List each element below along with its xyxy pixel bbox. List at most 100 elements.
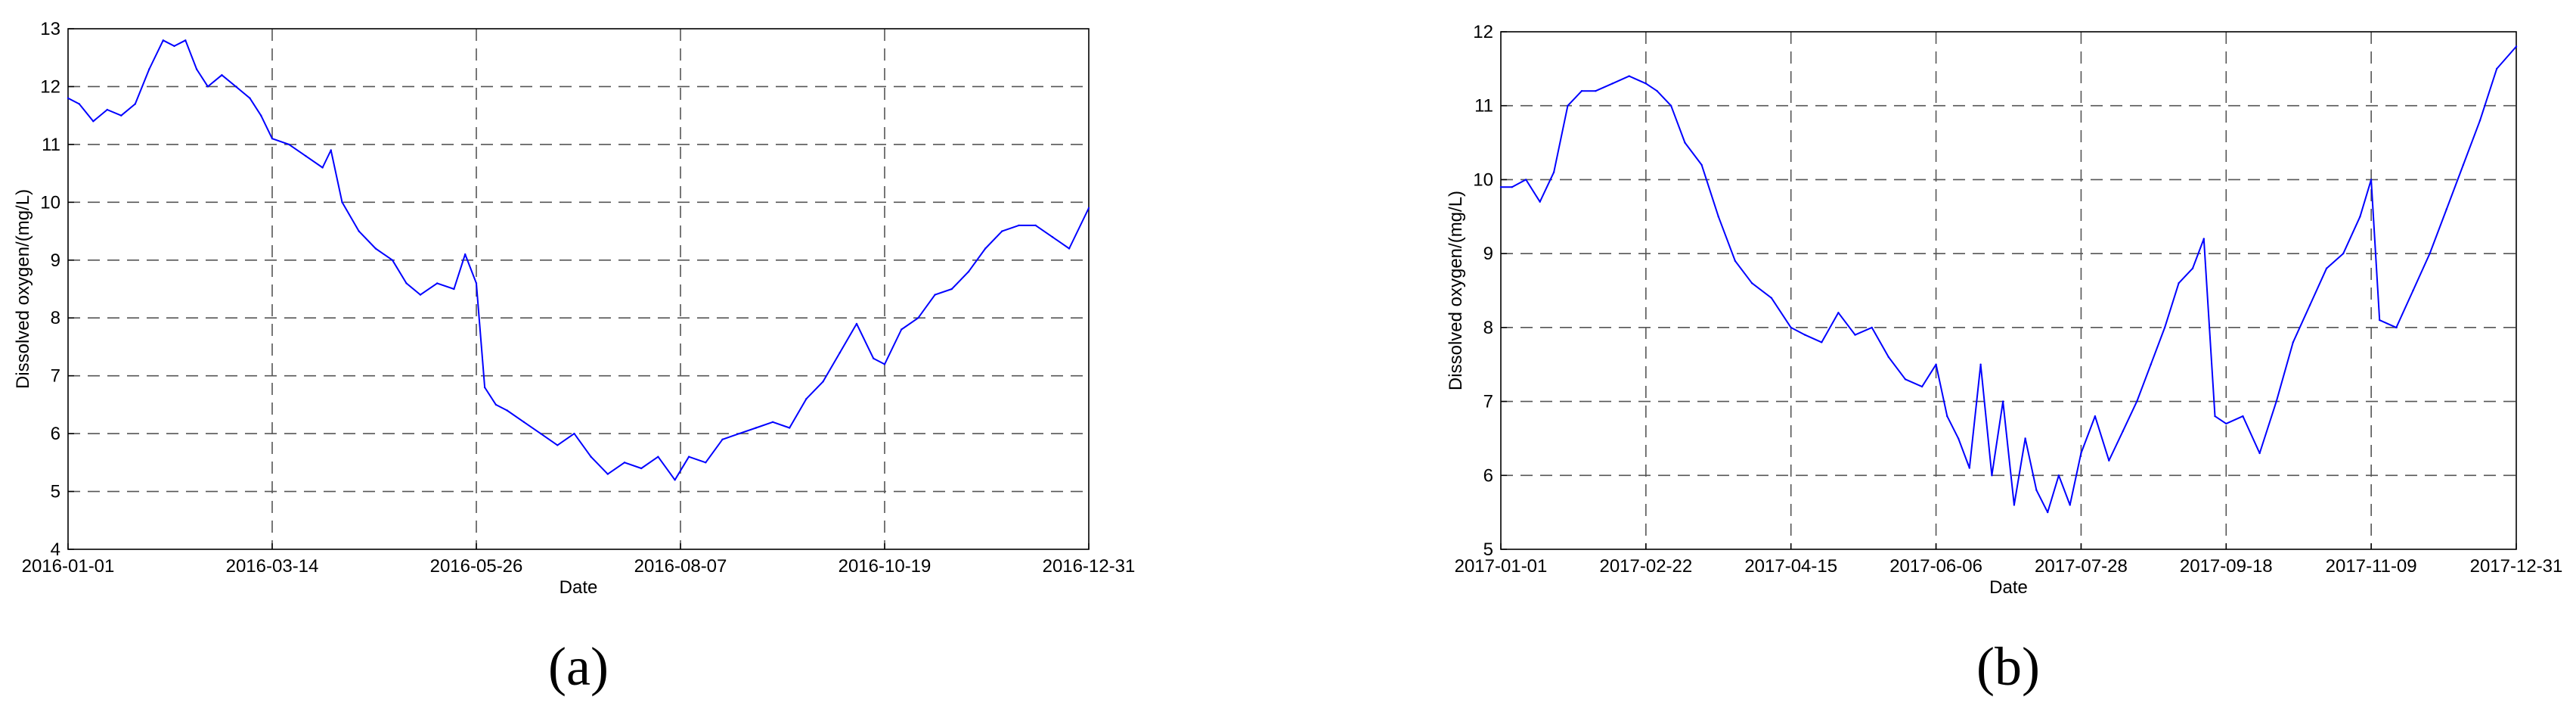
data-point xyxy=(606,473,609,475)
data-point xyxy=(2370,179,2373,181)
data-point xyxy=(1920,385,1923,388)
x-tick-label: 2017-02-22 xyxy=(1599,556,1692,577)
data-point xyxy=(539,432,542,435)
data-point xyxy=(1628,75,1630,77)
y-axis-label: Dissolved oxygen/(mg/L) xyxy=(13,189,33,389)
data-point xyxy=(2178,282,2180,284)
data-point xyxy=(2308,304,2311,306)
data-point xyxy=(1804,334,1806,336)
y-axis-label: Dissolved oxygen/(mg/L) xyxy=(1446,191,1466,390)
data-point xyxy=(330,149,332,151)
data-point xyxy=(2379,319,2381,322)
data-point xyxy=(2080,452,2082,455)
data-point xyxy=(374,247,377,250)
data-point xyxy=(2395,326,2398,329)
chart-panel-a: 4 5 6 7 8 9 10 11 12 13 2016-01-01 2016-03-14 2016-0… xyxy=(13,19,1135,697)
data-point xyxy=(705,462,707,464)
data-point xyxy=(2136,400,2138,403)
data-point xyxy=(2013,504,2016,506)
x-axis-label: Date xyxy=(1989,577,2028,598)
data-point xyxy=(453,288,455,291)
y-tick-label: 9 xyxy=(1483,244,1493,264)
data-point xyxy=(475,282,478,284)
x-tick-label: 2017-11-09 xyxy=(2326,556,2417,577)
data-point xyxy=(2225,422,2227,425)
data-point xyxy=(148,68,150,70)
data-point xyxy=(883,363,886,365)
data-point xyxy=(106,108,108,111)
data-point xyxy=(2024,437,2026,440)
data-point xyxy=(2191,267,2194,269)
data-point xyxy=(2094,415,2097,418)
data-point xyxy=(789,427,791,429)
data-point xyxy=(2047,511,2049,514)
data-point xyxy=(1904,378,1907,381)
data-point xyxy=(1068,247,1071,250)
data-point xyxy=(184,39,187,42)
data-point xyxy=(260,114,262,117)
data-point xyxy=(2122,430,2124,432)
data-point xyxy=(2462,163,2465,166)
data-point xyxy=(2292,341,2294,344)
data-point xyxy=(1611,82,1613,85)
data-point xyxy=(1018,224,1020,227)
x-tick-label: 2016-12-31 xyxy=(1043,556,1136,577)
data-point xyxy=(2515,45,2518,48)
y-tick-label: 8 xyxy=(51,308,60,328)
data-point xyxy=(1979,363,1982,365)
data-point xyxy=(1580,90,1583,92)
chart-panel-b: 5 6 7 8 9 10 11 12 2017-01-01 2017-02-22 2017-04-1… xyxy=(1446,22,2562,697)
data-point xyxy=(67,97,70,99)
data-point xyxy=(173,45,175,48)
data-point xyxy=(721,438,724,440)
plot-frame xyxy=(67,28,1090,550)
data-point xyxy=(206,85,209,88)
data-point xyxy=(305,155,307,157)
x-tick-label: 2017-12-31 xyxy=(2470,556,2563,577)
data-point xyxy=(657,455,659,458)
y-tick-label: 5 xyxy=(51,482,60,502)
data-point xyxy=(1790,326,1792,329)
x-tick-label: 2016-03-14 xyxy=(226,556,319,577)
data-point xyxy=(134,103,136,105)
data-point xyxy=(436,282,439,284)
data-point xyxy=(2412,289,2414,292)
data-point xyxy=(1734,260,1737,263)
data-point xyxy=(249,97,251,99)
data-point xyxy=(687,455,690,458)
data-point xyxy=(1968,467,1970,469)
data-point xyxy=(2258,452,2261,455)
data-point xyxy=(391,259,394,261)
data-point xyxy=(1957,437,1960,440)
data-point xyxy=(92,120,95,123)
x-axis-label: Date xyxy=(560,577,598,598)
plot-frame xyxy=(1500,31,2517,550)
data-point xyxy=(1539,201,1541,203)
data-point xyxy=(917,317,919,319)
data-point xyxy=(771,421,774,423)
y-tick-label: 10 xyxy=(1473,169,1493,190)
x-tick-label: 2017-07-28 xyxy=(2035,556,2128,577)
data-point xyxy=(2275,400,2277,403)
data-point xyxy=(483,386,486,389)
data-point xyxy=(234,85,237,88)
data-point xyxy=(2242,415,2244,418)
data-point xyxy=(1684,141,1686,144)
x-tick-label: 2017-06-06 xyxy=(1889,556,1982,577)
x-tick-label: 2016-05-26 xyxy=(430,556,523,577)
data-point xyxy=(1991,474,1993,477)
data-point xyxy=(623,462,626,464)
data-point xyxy=(738,432,740,435)
data-point xyxy=(755,427,758,429)
data-point xyxy=(1511,186,1514,188)
data-point xyxy=(341,201,343,204)
data-point xyxy=(1854,334,1856,336)
data-point xyxy=(2478,120,2481,122)
x-tick-label: 2016-08-07 xyxy=(634,556,727,577)
data-point xyxy=(195,68,198,70)
data-point xyxy=(984,247,987,250)
data-point xyxy=(1087,207,1090,210)
data-point xyxy=(120,114,122,117)
x-tick-label: 2017-01-01 xyxy=(1455,556,1548,577)
